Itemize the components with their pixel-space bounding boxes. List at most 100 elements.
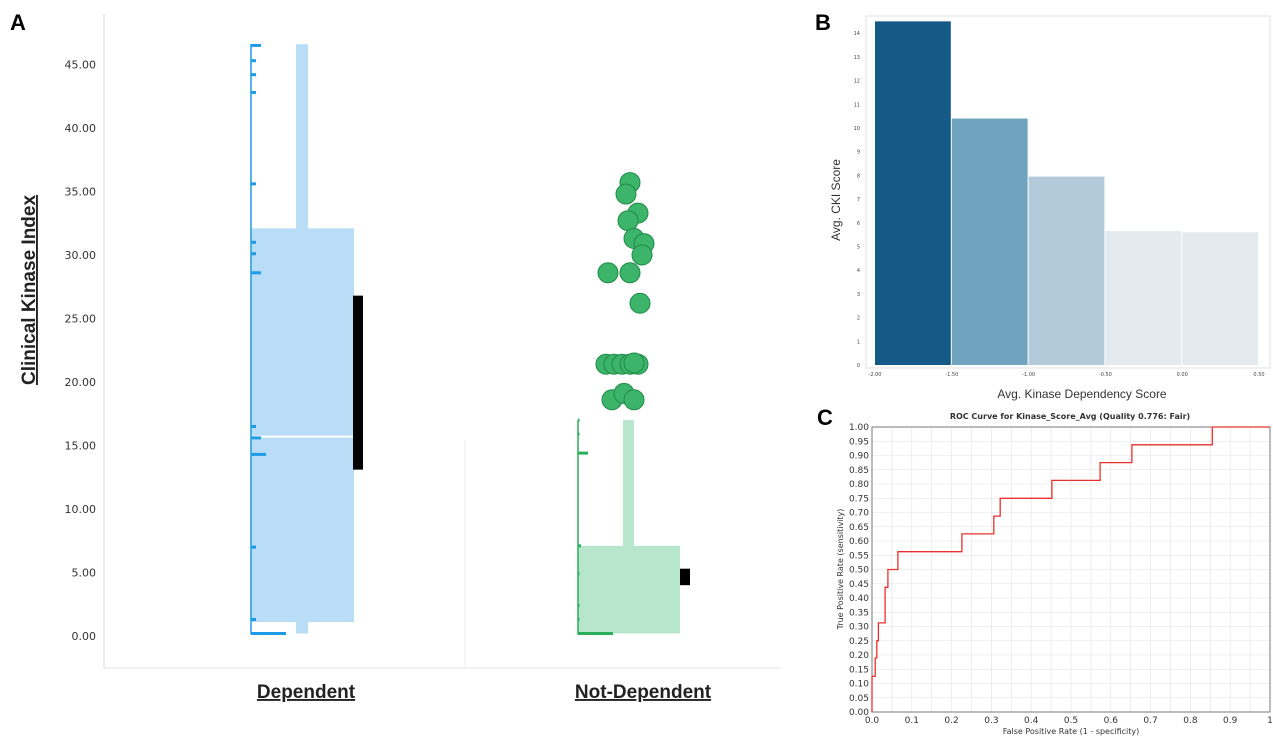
x-tick-label: 0.2 — [944, 716, 958, 726]
y-tick-label: 0.00 — [72, 630, 97, 643]
y-tick-label: 0.90 — [849, 452, 869, 462]
y-tick-label: 0.35 — [849, 608, 869, 618]
y-tick-label: 0.45 — [849, 580, 869, 590]
y-tick-label: 0.80 — [849, 480, 869, 490]
y-tick-label: 0.00 — [849, 708, 869, 718]
x-tick-label: -1.00 — [1022, 372, 1035, 378]
y-tick-label: 11 — [854, 102, 860, 108]
panel-b-x-axis-label: Avg. Kinase Dependency Score — [997, 387, 1167, 401]
y-tick-label: 4 — [857, 268, 860, 274]
y-tick-label: 15.00 — [65, 440, 97, 453]
outlier-point — [623, 389, 645, 411]
y-tick-label: 30.00 — [65, 249, 97, 262]
y-tick-label: 1.00 — [849, 423, 869, 433]
panel-a-box-plot: 0.00 5.00 10.00 15.00 20.00 25.00 30.00 35.00 40… — [19, 14, 780, 703]
outlier-point — [623, 352, 645, 374]
outlier-point — [631, 244, 653, 266]
x-tick-label: 0.9 — [1223, 716, 1238, 726]
histogram-bar — [1028, 176, 1105, 365]
outlier-point — [629, 292, 651, 314]
y-tick-label: 45.00 — [65, 59, 97, 72]
dependent-group — [250, 43, 363, 635]
y-tick-label: 7 — [857, 197, 860, 203]
y-tick-label: 0.95 — [849, 437, 869, 447]
y-tick-label: 25.00 — [65, 313, 97, 326]
y-tick-label: 35.00 — [65, 186, 97, 199]
x-tick-label: -2.00 — [869, 372, 882, 378]
y-tick-label: 10.00 — [65, 503, 97, 516]
y-tick-label: 0.70 — [849, 509, 869, 519]
panel-label-c: C — [817, 405, 833, 430]
y-tick-label: 0.15 — [849, 665, 869, 675]
histogram-bar — [951, 118, 1028, 366]
y-tick-label: 10 — [854, 126, 860, 132]
x-tick-label: 0.1 — [905, 716, 919, 726]
iqr-box — [251, 228, 354, 623]
roc-curve-line — [871, 426, 1270, 712]
outlier-point — [617, 210, 639, 232]
y-tick-label: 0.75 — [849, 494, 869, 504]
whisker-bar — [623, 420, 634, 634]
y-tick-label: 0.20 — [849, 651, 869, 661]
y-tick-label: 40.00 — [65, 122, 97, 135]
outlier-point — [619, 262, 641, 284]
y-tick-label: 0.60 — [849, 537, 869, 547]
y-tick-label: 9 — [857, 150, 860, 156]
y-tick-label: 14 — [854, 31, 860, 37]
y-tick-label: 0.10 — [849, 680, 869, 690]
panel-b-bar-chart: -2.00 -1.50 -1.00 -0.50 0.00 0.50012345678910… — [829, 15, 1271, 401]
x-tick-label: 0.3 — [984, 716, 998, 726]
panel-c-title: ROC Curve for Kinase_Score_Avg (Quality … — [950, 412, 1190, 421]
category-label-not-dependent: Not-Dependent — [575, 682, 712, 703]
x-tick-label: -0.50 — [1099, 372, 1112, 378]
y-tick-label: 0.25 — [849, 637, 869, 647]
confidence-marker — [680, 568, 690, 586]
y-tick-label: 0 — [857, 363, 860, 369]
y-tick-label: 0.50 — [849, 566, 869, 576]
histogram-bar — [875, 21, 951, 365]
y-tick-label: 12 — [854, 79, 860, 85]
y-tick-label: 5.00 — [72, 567, 97, 580]
confidence-marker — [353, 295, 363, 470]
x-tick-label: 0.0 — [865, 716, 880, 726]
not-dependent-group — [577, 172, 690, 635]
outlier-point — [615, 183, 637, 205]
x-tick-label: 0.4 — [1024, 716, 1039, 726]
panel-label-a: A — [10, 10, 26, 35]
y-tick-label: 13 — [854, 55, 860, 61]
panel-label-b: B — [815, 10, 831, 35]
y-tick-label: 1 — [857, 339, 860, 345]
histogram-bar — [1182, 232, 1258, 365]
panel-c-x-axis-label: False Positive Rate (1 - specificity) — [1003, 727, 1140, 736]
panel-c-plot-frame — [871, 426, 1271, 713]
x-tick-label: 0.50 — [1253, 372, 1264, 378]
x-tick-label: 0.8 — [1183, 716, 1198, 726]
y-tick-label: 20.00 — [65, 376, 97, 389]
y-tick-label: 8 — [857, 173, 860, 179]
x-tick-label: 0.7 — [1143, 716, 1157, 726]
panel-b-y-axis-label: Avg. CKI Score — [829, 159, 843, 241]
y-tick-label: 6 — [857, 221, 860, 227]
y-tick-label: 0.40 — [849, 594, 869, 604]
y-tick-label: 0.55 — [849, 551, 869, 561]
panel-a-y-axis-label: Clinical Kinase Index — [19, 195, 40, 385]
x-tick-label: -1.50 — [945, 372, 958, 378]
y-tick-label: 0.65 — [849, 523, 869, 533]
outlier-point — [597, 262, 619, 284]
y-tick-label: 5 — [857, 245, 860, 251]
y-tick-label: 0.85 — [849, 466, 869, 476]
y-tick-label: 0.30 — [849, 623, 869, 633]
y-tick-label: 3 — [857, 292, 860, 298]
histogram-bar — [1105, 231, 1182, 365]
y-tick-label: 0.05 — [849, 694, 869, 704]
y-tick-label: 2 — [857, 316, 860, 322]
panel-c-y-axis-label: True Positive Rate (sensitivity) — [836, 509, 845, 631]
iqr-box — [578, 545, 680, 634]
x-tick-label: 1 — [1267, 716, 1273, 726]
x-tick-label: 0.6 — [1104, 716, 1119, 726]
x-tick-label: 0.5 — [1064, 716, 1078, 726]
panel-c-roc-chart: ROC Curve for Kinase_Score_Avg (Quality … — [836, 412, 1273, 736]
x-tick-label: 0.00 — [1177, 372, 1188, 378]
category-label-dependent: Dependent — [257, 682, 356, 703]
